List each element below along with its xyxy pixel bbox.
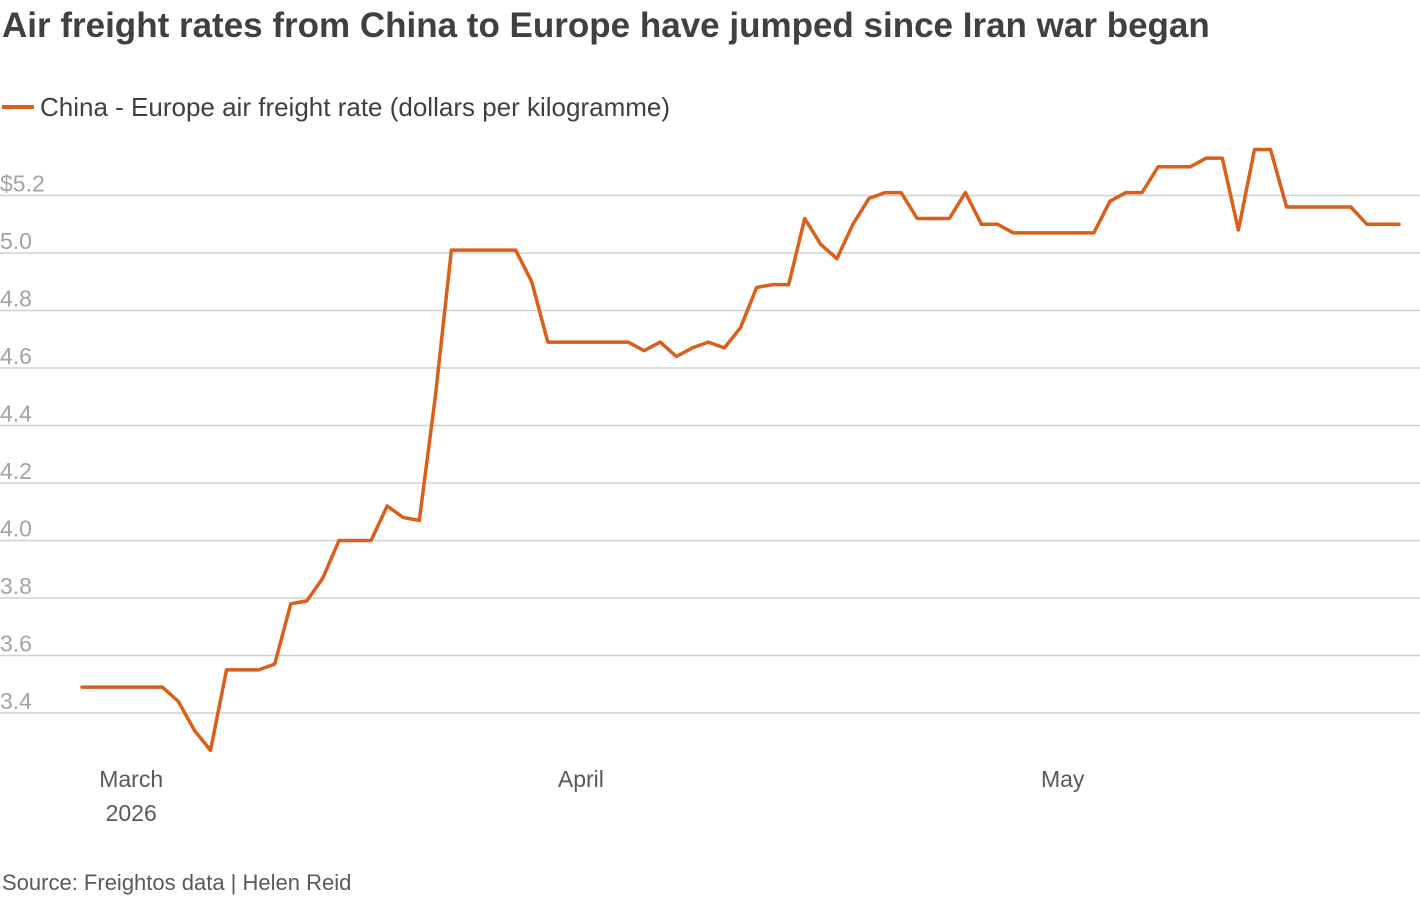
y-tick-label: $5.2 [0,171,45,197]
x-tick-label: 2026 [106,800,157,826]
y-tick-label: 4.6 [0,343,32,369]
x-tick-label: March [99,766,163,792]
source-note: Source: Freightos data | Helen Reid [2,870,352,895]
legend: China - Europe air freight rate (dollars… [2,90,670,124]
series-layer [80,147,1401,753]
y-tick-label: 3.6 [0,631,32,657]
gridlines [0,194,1420,714]
y-axis-ticks: $5.2 5.0 4.8 4.6 4.4 4.2 4.0 3.8 3.6 3.4 [0,171,45,715]
y-tick-label: 3.4 [0,688,32,714]
y-tick-label: 3.8 [0,573,32,599]
x-tick-label: April [558,766,604,792]
y-tick-label: 5.0 [0,228,32,254]
chart-title: Air freight rates from China to Europe h… [2,6,1210,45]
legend-label: China - Europe air freight rate (dollars… [40,91,671,122]
x-tick-label: May [1041,766,1085,792]
y-tick-label: 4.2 [0,458,32,484]
x-axis-ticks: March 2026 April May [99,766,1085,826]
series-line [80,147,1401,753]
y-tick-label: 4.8 [0,286,32,312]
y-tick-label: 4.0 [0,516,32,542]
legend-swatch [2,105,34,109]
y-tick-label: 4.4 [0,401,32,427]
